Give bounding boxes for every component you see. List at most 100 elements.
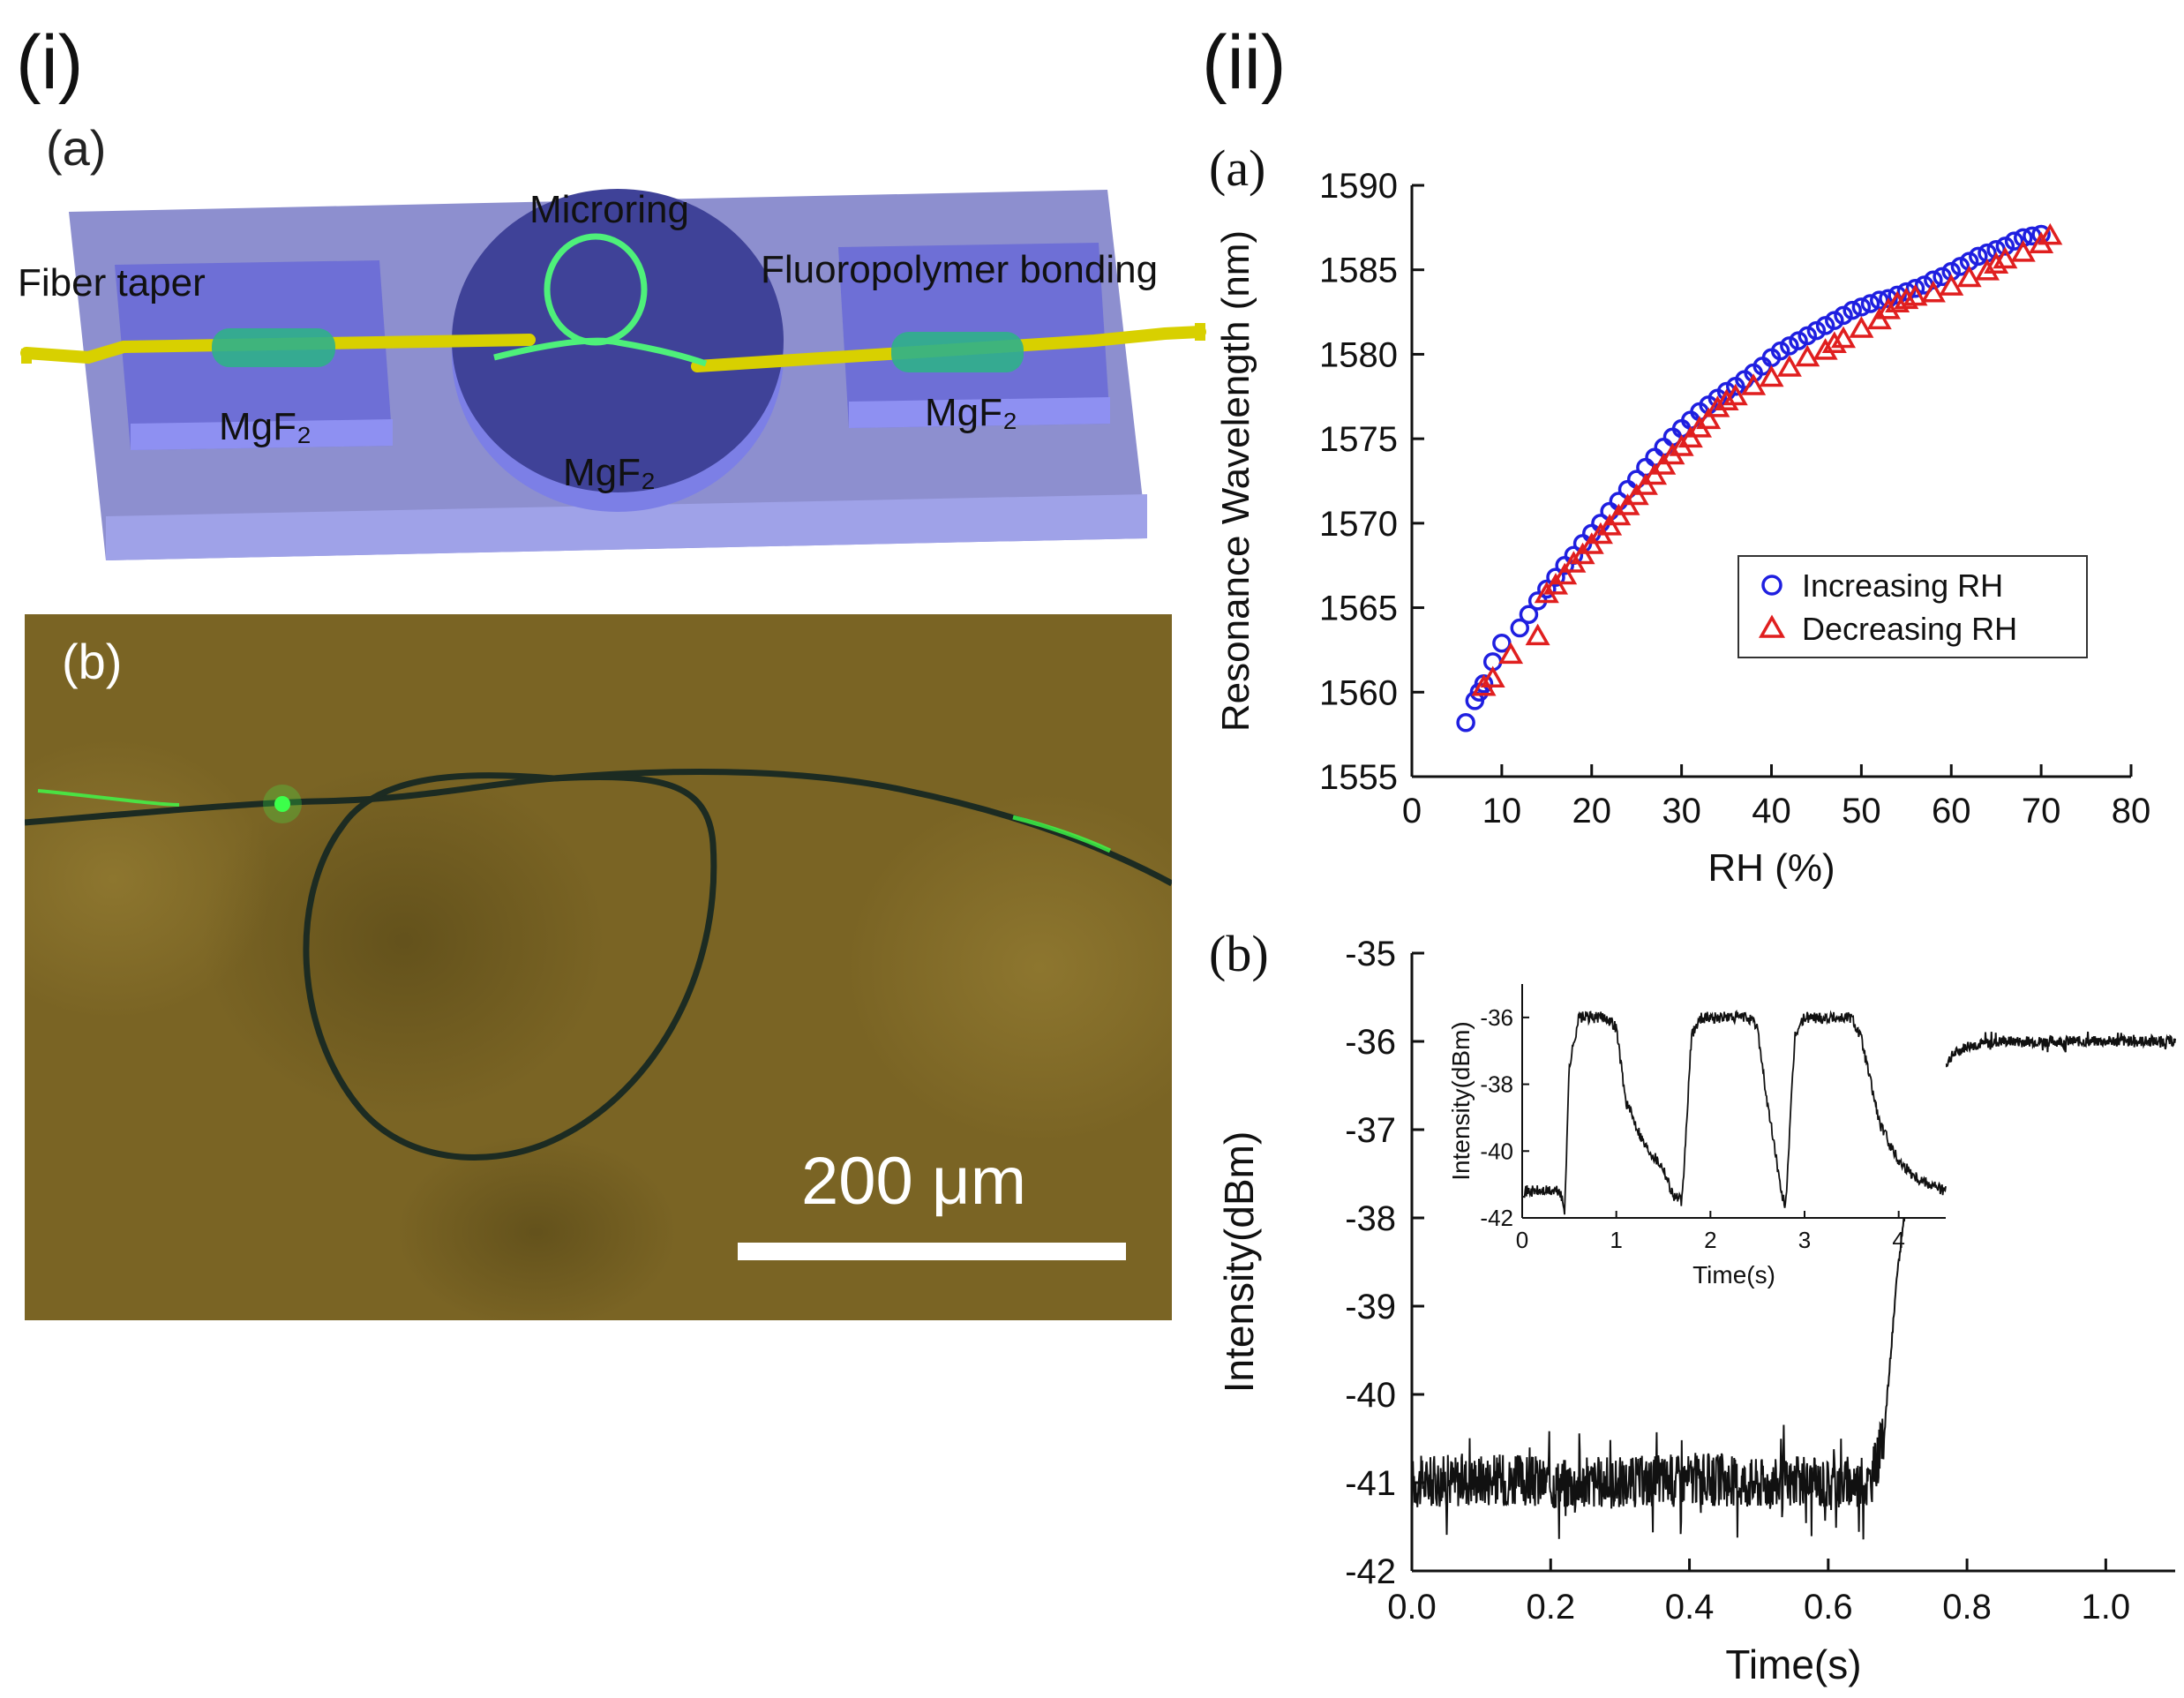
increasing-point: [1537, 579, 1557, 599]
photo-fiber-glow-right: [1012, 815, 1112, 853]
decreasing-point: [1875, 297, 1901, 319]
mgf2-right-pad-edge: [849, 397, 1110, 428]
y-tick-label: 1555: [1319, 758, 1398, 797]
decreasing-point: [1615, 493, 1640, 515]
decreasing-point: [1597, 514, 1623, 536]
decreasing-point: [1885, 290, 1910, 312]
increasing-point: [1519, 605, 1539, 624]
decreasing-point: [1579, 532, 1604, 554]
x-tick-label: 50: [1842, 792, 1881, 830]
y-tick-label: 1570: [1319, 505, 1398, 544]
x-axis-title: Time(s): [1725, 1642, 1861, 1687]
inset-x-tick-label: 3: [1798, 1227, 1811, 1253]
decreasing-point: [1759, 364, 1784, 387]
increasing-point: [1969, 246, 1988, 267]
inset-y-tick-label: -42: [1480, 1205, 1513, 1231]
y-tick-label: -38: [1345, 1199, 1396, 1238]
increasing-point: [1492, 634, 1512, 653]
decreasing-point: [1776, 355, 1802, 377]
inset-x-tick-label: 4: [1892, 1227, 1904, 1253]
intensity-trace: [1411, 1031, 2176, 1540]
x-tick-label: 0.6: [1804, 1588, 1853, 1627]
inset-y-tick-label: -36: [1480, 1004, 1513, 1031]
increasing-point: [1905, 279, 1925, 298]
x-tick-label: 10: [1482, 792, 1522, 830]
decreasing-point: [1696, 407, 1722, 430]
decreasing-point: [1821, 331, 1847, 353]
y-tick-label: -40: [1345, 1376, 1396, 1415]
scale-bar: [738, 1243, 1126, 1260]
decreasing-point: [1570, 542, 1595, 565]
decreasing-point: [1525, 623, 1550, 646]
decreasing-point: [1939, 274, 1964, 296]
decreasing-point: [1993, 246, 2018, 269]
decreasing-point: [1812, 338, 1838, 360]
decreasing-point: [1830, 326, 1857, 349]
photo-fiber-glow-left: [37, 789, 180, 807]
scale-bar-label: 200 μm: [801, 1144, 1026, 1219]
y-axis-title: Resonance Wavelength (nm): [1214, 230, 1257, 732]
inset-x-axis-title: Time(s): [1692, 1261, 1775, 1289]
decreasing-point: [1866, 307, 1892, 330]
x-tick-label: 80: [2112, 792, 2151, 830]
x-tick-label: 30: [1662, 792, 1701, 830]
inset-x-tick-label: 1: [1610, 1227, 1622, 1253]
inset-y-tick-label: -40: [1480, 1138, 1513, 1164]
label-mgf2-right: MgF₂: [925, 391, 1017, 434]
inset-y-tick-label: -38: [1480, 1071, 1513, 1098]
decreasing-point: [1741, 373, 1767, 395]
x-tick-label: 60: [1932, 792, 1971, 830]
y-tick-label: 1585: [1319, 252, 1398, 290]
decreasing-point: [1606, 503, 1632, 526]
microring-tails: [493, 337, 708, 367]
label-mgf2-left: MgF₂: [219, 405, 311, 448]
resonance-chart: 0 10 20 30 40 50 60 70 80 1555 1560 1565 1570 1575 158…: [1214, 167, 2151, 890]
x-tick-label: 1.0: [2082, 1588, 2131, 1627]
inset-trace: [1521, 1010, 1947, 1215]
label-microring: Microring: [529, 188, 689, 231]
decreasing-point: [1722, 383, 1748, 406]
y-tick-label: 1560: [1319, 673, 1398, 712]
inset-x-tick-label: 2: [1704, 1227, 1716, 1253]
inset-y-axis-title: Intensity(dBm): [1447, 1021, 1475, 1181]
decreasing-point: [1651, 453, 1677, 475]
panel-i-b-label: (b): [62, 634, 123, 689]
x-tick-label: 0.8: [1942, 1588, 1992, 1627]
decreasing-point: [1956, 265, 1982, 288]
decreasing-point: [1795, 344, 1820, 367]
decreasing-point: [1642, 462, 1668, 485]
decreasing-point: [1920, 280, 1946, 303]
x-axis-title: RH (%): [1707, 846, 1835, 890]
photo-laser-spot: [274, 796, 290, 812]
increasing-point: [1843, 300, 1862, 320]
panel-ii-b-label: (b): [1209, 925, 1269, 982]
legend-box: [1737, 555, 2088, 658]
photo-laser-glow: [263, 785, 302, 823]
microscope-photo: 200 μm: [25, 614, 1172, 1320]
decreasing-point: [2010, 240, 2036, 262]
inset-x-tick-label: 0: [1516, 1227, 1528, 1253]
panel-i-label: (i): [16, 20, 84, 105]
photo-shadow-2: [395, 1135, 678, 1320]
decreasing-point: [1498, 642, 1524, 665]
y-tick-label: -35: [1345, 935, 1396, 973]
photo-shadow-1: [201, 764, 607, 1117]
increasing-point: [1851, 297, 1872, 317]
photo-highlight-1: [845, 791, 1172, 1144]
legend-decreasing-marker: [1758, 614, 1786, 638]
increasing-point: [2004, 231, 2024, 251]
increasing-point: [1546, 567, 1565, 587]
decreasing-point: [1849, 316, 1874, 338]
bonding-right: [891, 332, 1024, 372]
bonding-left: [212, 328, 335, 367]
label-fiber-taper: Fiber taper: [18, 261, 206, 304]
decreasing-point: [1624, 483, 1649, 506]
panel-ii-label: (ii): [1202, 20, 1287, 105]
decreasing-point: [1984, 252, 2009, 274]
mgf2-left-pad-edge: [131, 419, 393, 450]
increasing-point: [1510, 618, 1529, 638]
microring-schematic: Microring Fiber taper Fluoropolymer bond…: [18, 188, 1206, 560]
decreasing-point: [2038, 222, 2063, 245]
x-tick-label: 0: [1402, 792, 1422, 830]
y-tick-label: 1590: [1319, 167, 1398, 206]
